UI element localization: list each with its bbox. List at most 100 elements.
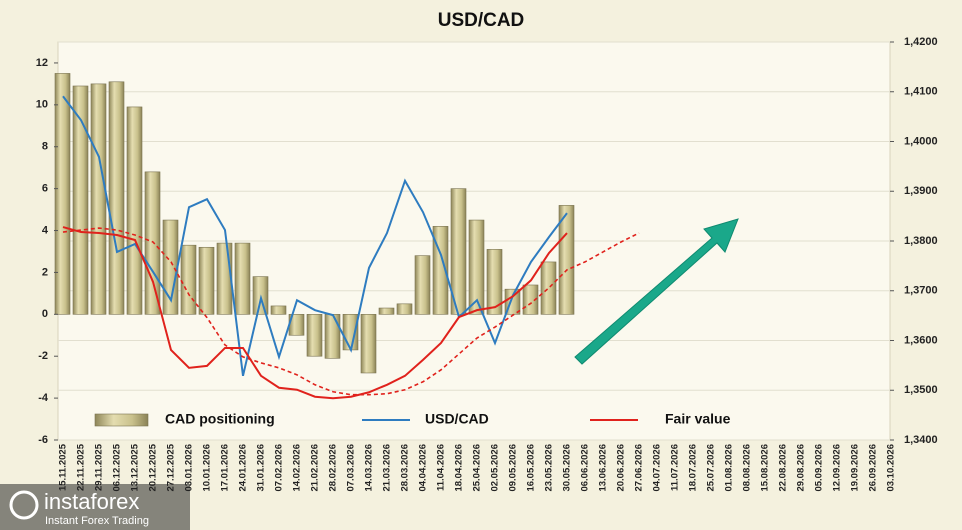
y-tick-label: 10 — [36, 99, 48, 111]
bar — [306, 314, 323, 357]
x-tick-label: 28.03.2026 — [400, 444, 411, 492]
x-tick-label: 30.05.2026 — [562, 444, 573, 492]
x-tick-label: 14.02.2026 — [292, 444, 303, 492]
y2-tick-label: 1,4000 — [904, 135, 938, 147]
bar — [72, 85, 89, 315]
bar — [108, 81, 125, 315]
x-tick-label: 03.01.2026 — [184, 444, 195, 492]
bar — [198, 246, 215, 315]
x-tick-label: 04.04.2026 — [418, 444, 429, 492]
line — [62, 227, 640, 396]
bar — [90, 83, 107, 315]
y-tick-label: -4 — [38, 392, 49, 404]
x-tick-label: 23.05.2026 — [544, 444, 555, 492]
x-tick-label: 31.01.2026 — [256, 444, 267, 492]
x-tick-label: 07.02.2026 — [274, 444, 285, 492]
x-tick-label: 14.03.2026 — [364, 444, 375, 492]
x-tick-label: 22.11.2025 — [76, 443, 87, 491]
x-tick-label: 29.08.2026 — [796, 444, 807, 492]
bar — [216, 242, 233, 315]
x-tick-label: 20.06.2026 — [616, 444, 627, 492]
x-tick-label: 12.09.2026 — [832, 444, 843, 492]
bar — [414, 255, 431, 315]
bar — [144, 171, 161, 315]
x-tick-label: 13.12.2025 — [130, 443, 141, 491]
legend-label: Fair value — [665, 411, 731, 427]
legend-label: USD/CAD — [425, 411, 489, 427]
x-tick-label: 26.09.2026 — [868, 444, 879, 492]
y2-tick-label: 1,3500 — [904, 384, 938, 396]
trend-arrow — [574, 218, 739, 365]
x-tick-label: 03.10.2026 — [886, 444, 897, 492]
bar — [270, 305, 287, 315]
bar — [234, 242, 251, 315]
bar — [324, 314, 341, 359]
line — [62, 95, 568, 377]
x-tick-label: 05.09.2026 — [814, 444, 825, 492]
x-tick-label: 18.07.2026 — [688, 444, 699, 492]
x-tick-label: 25.07.2026 — [706, 444, 717, 492]
x-tick-label: 15.11.2025 — [58, 443, 69, 491]
bar — [486, 249, 503, 315]
x-tick-label: 28.02.2026 — [328, 444, 339, 492]
logo-tagline: Instant Forex Trading — [45, 515, 149, 527]
logo-brand: instaforex — [44, 489, 139, 514]
y2-tick-label: 1,3700 — [904, 285, 938, 297]
x-tick-label: 08.08.2026 — [742, 444, 753, 492]
x-tick-label: 07.03.2026 — [346, 444, 357, 492]
y2-tick-label: 1,3600 — [904, 334, 938, 346]
x-tick-label: 10.01.2026 — [202, 444, 213, 492]
bar — [54, 73, 71, 315]
x-tick-label: 13.06.2026 — [598, 444, 609, 492]
x-tick-label: 01.08.2026 — [724, 444, 735, 492]
x-tick-label: 11.07.2026 — [670, 444, 681, 491]
bar — [432, 226, 449, 315]
legend-swatch — [94, 413, 149, 427]
bar — [558, 205, 575, 315]
x-tick-label: 16.05.2026 — [526, 444, 537, 492]
x-tick-label: 18.04.2026 — [454, 444, 465, 492]
y-tick-label: 12 — [36, 57, 48, 69]
bar — [522, 284, 539, 315]
x-tick-label: 27.12.2025 — [166, 443, 177, 491]
logo-bg — [0, 484, 190, 530]
logo: instaforex Instant Forex Trading — [0, 484, 190, 530]
x-tick-label: 09.05.2026 — [508, 444, 519, 492]
y2-tick-label: 1,4100 — [904, 86, 938, 98]
x-tick-label: 24.01.2026 — [238, 444, 249, 492]
line — [62, 226, 568, 400]
bar — [468, 219, 485, 315]
x-tick-label: 06.06.2026 — [580, 444, 591, 492]
y2-tick-label: 1,3400 — [904, 434, 938, 446]
bar — [396, 303, 413, 315]
x-tick-label: 21.03.2026 — [382, 444, 393, 492]
x-tick-label: 29.11.2025 — [94, 443, 105, 491]
x-tick-label: 20.12.2025 — [148, 443, 159, 491]
x-tick-label: 15.08.2026 — [760, 444, 771, 492]
x-tick-label: 22.08.2026 — [778, 444, 789, 492]
y-tick-label: 2 — [42, 266, 48, 278]
bar — [360, 314, 377, 374]
y2-tick-label: 1,3900 — [904, 185, 938, 197]
x-tick-label: 06.12.2025 — [112, 443, 123, 491]
x-tick-label: 02.05.2026 — [490, 444, 501, 492]
x-tick-label: 11.04.2026 — [436, 444, 447, 491]
x-tick-label: 17.01.2026 — [220, 444, 231, 492]
y-tick-label: 0 — [42, 308, 48, 320]
legend-label: CAD positioning — [165, 411, 275, 427]
x-tick-label: 25.04.2026 — [472, 444, 483, 492]
y2-tick-label: 1,3800 — [904, 235, 938, 247]
bar — [378, 307, 395, 315]
bar — [126, 106, 143, 315]
x-tick-label: 19.09.2026 — [850, 444, 861, 492]
bar — [180, 244, 197, 315]
y-tick-label: 8 — [42, 141, 48, 153]
bar — [252, 276, 269, 315]
x-tick-label: 04.07.2026 — [652, 444, 663, 492]
x-tick-label: 21.02.2026 — [310, 444, 321, 492]
chart-title: USD/CAD — [438, 10, 525, 31]
bar — [540, 261, 557, 315]
logo-icon — [9, 490, 39, 520]
